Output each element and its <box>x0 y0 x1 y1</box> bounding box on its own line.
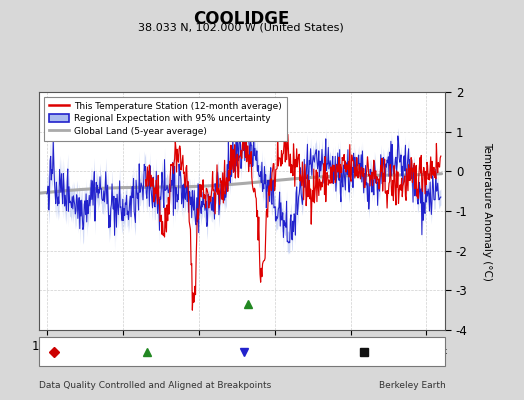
FancyBboxPatch shape <box>39 337 445 366</box>
Text: Time of Obs. Change: Time of Obs. Change <box>257 347 351 356</box>
Text: Berkeley Earth: Berkeley Earth <box>379 381 445 390</box>
Text: COOLIDGE: COOLIDGE <box>193 10 289 28</box>
Text: Empirical Break: Empirical Break <box>376 347 447 356</box>
Text: 38.033 N, 102.000 W (United States): 38.033 N, 102.000 W (United States) <box>138 22 344 32</box>
Text: Station Move: Station Move <box>66 347 125 356</box>
Text: Record Gap: Record Gap <box>159 347 212 356</box>
Text: Data Quality Controlled and Aligned at Breakpoints: Data Quality Controlled and Aligned at B… <box>39 381 271 390</box>
Y-axis label: Temperature Anomaly (°C): Temperature Anomaly (°C) <box>482 142 492 280</box>
Legend: This Temperature Station (12-month average), Regional Expectation with 95% uncer: This Temperature Station (12-month avera… <box>44 96 287 141</box>
